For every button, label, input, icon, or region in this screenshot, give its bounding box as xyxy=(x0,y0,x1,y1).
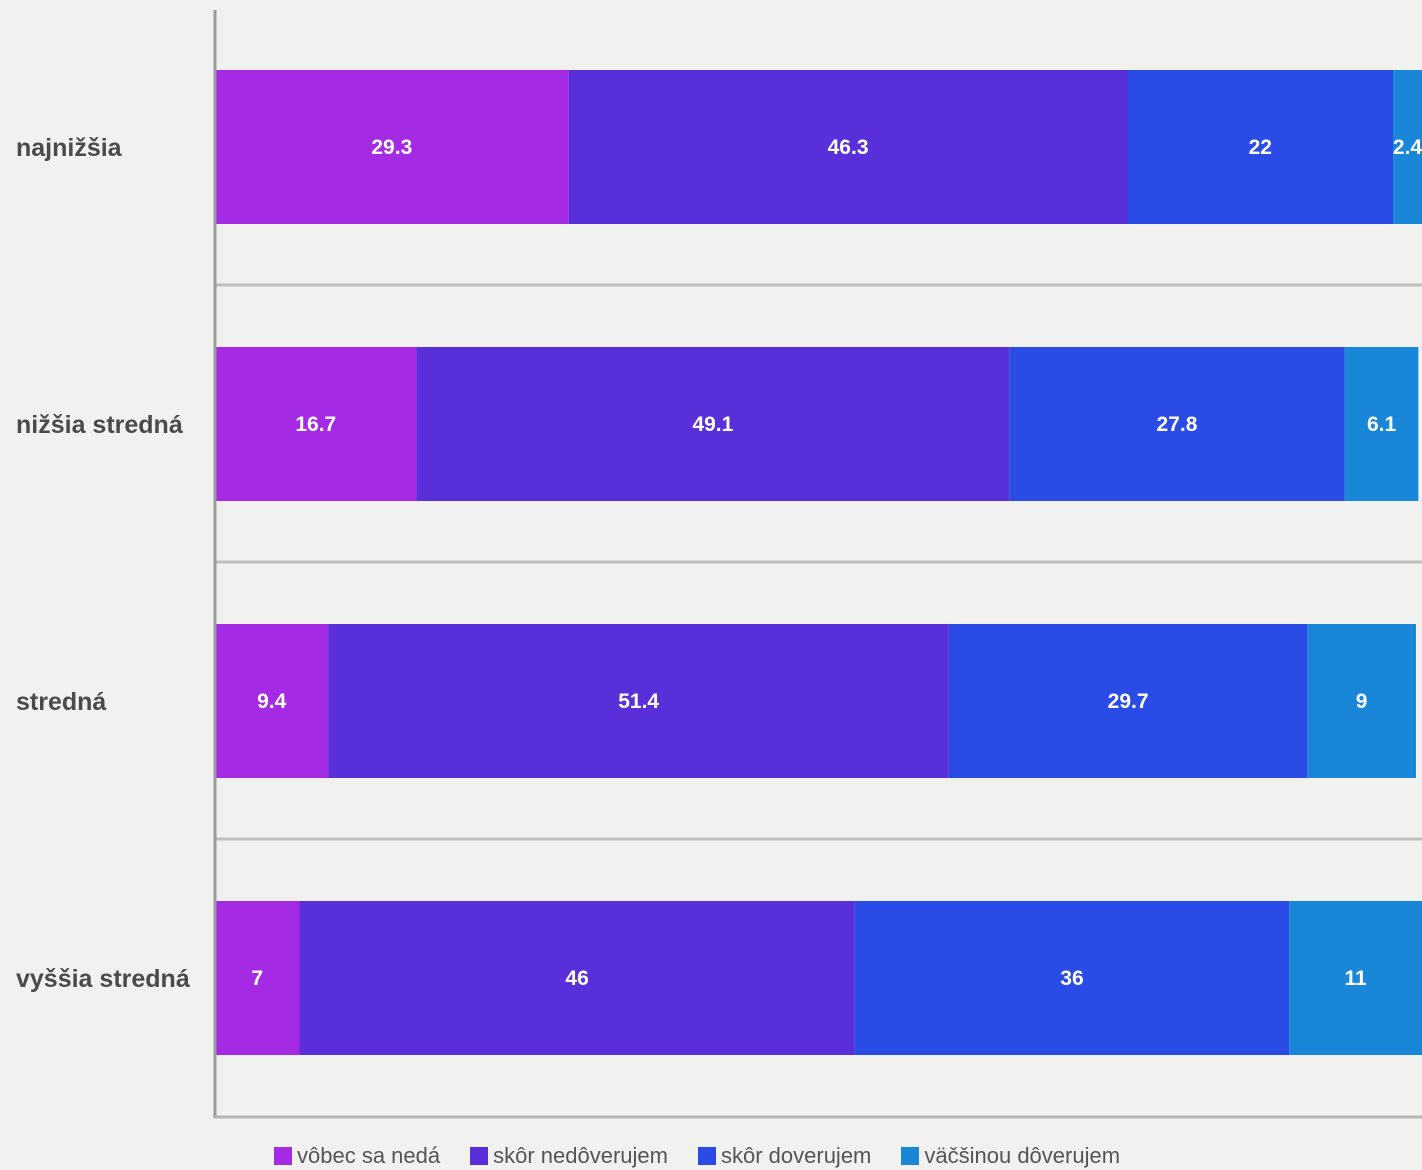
category-label: nižšia stredná xyxy=(16,411,183,439)
data-label: 7 xyxy=(251,967,263,990)
bar-segment[interactable] xyxy=(328,624,949,778)
grid-lines xyxy=(215,283,1422,841)
legend-swatch xyxy=(697,1147,716,1165)
legend-label: skôr doverujem xyxy=(720,1143,872,1168)
legend-swatch xyxy=(470,1147,489,1165)
data-label: 29.3 xyxy=(371,136,412,159)
data-label: 22 xyxy=(1249,136,1272,159)
bar-segment[interactable] xyxy=(215,624,329,778)
category-label: najnižšia xyxy=(16,134,123,162)
legend-swatch xyxy=(901,1147,920,1165)
bar-segment[interactable] xyxy=(1127,70,1394,224)
bar-segment[interactable] xyxy=(215,70,569,224)
legend-swatch xyxy=(274,1147,292,1165)
data-label: 11 xyxy=(1345,967,1368,990)
legend-item[interactable]: skôr nedôverujem xyxy=(470,1143,668,1169)
data-label: 46 xyxy=(565,967,588,990)
data-label: 2.4 xyxy=(1393,136,1422,159)
data-label: 46.3 xyxy=(828,136,869,159)
data-label: 9 xyxy=(1356,690,1368,713)
bar-segment[interactable] xyxy=(568,70,1128,224)
data-label: 29.7 xyxy=(1108,690,1149,713)
legend-item[interactable]: väčšinou dôverujem xyxy=(901,1143,1120,1169)
category-label: stredná xyxy=(16,688,106,716)
data-label: 6.1 xyxy=(1367,413,1397,436)
bar-segment[interactable] xyxy=(416,347,1010,501)
legend-label: vôbec sa nedá xyxy=(297,1143,441,1168)
data-label: 9.4 xyxy=(257,690,287,713)
data-label: 36 xyxy=(1060,967,1083,990)
data-label: 51.4 xyxy=(618,690,659,713)
legend-label: skôr nedôverujem xyxy=(493,1143,668,1168)
category-label: vyššia stredná xyxy=(16,965,190,993)
bar-segment[interactable] xyxy=(948,624,1308,778)
bar-segment[interactable] xyxy=(1289,901,1422,1055)
bar-segment[interactable] xyxy=(299,901,855,1055)
legend-label: väčšinou dôverujem xyxy=(924,1143,1121,1168)
bar-area xyxy=(215,70,1422,1055)
legend-item[interactable]: skôr doverujem xyxy=(697,1143,872,1169)
bar-segment[interactable] xyxy=(854,901,1290,1055)
bar-segment[interactable] xyxy=(1393,70,1422,224)
legend: vôbec sa nedá skôr nedôverujem skôr doveru… xyxy=(274,1143,1150,1169)
data-label: 27.8 xyxy=(1157,413,1198,436)
bar-segment[interactable] xyxy=(1344,347,1419,501)
bar-segment[interactable] xyxy=(1307,624,1416,778)
value-labels: 29.3 46.3 22 2.4 16.7 49.1 27.8 6.1 9.4 51.4 29.7 9… xyxy=(251,136,1422,990)
bar-segment[interactable] xyxy=(215,901,300,1055)
bar-segment[interactable] xyxy=(1009,347,1345,501)
data-label: 16.7 xyxy=(295,413,336,436)
data-label: 49.1 xyxy=(692,413,733,436)
bar-segment[interactable] xyxy=(215,347,417,501)
category-labels: najnižšia nižšia stredná stredná vyššia str… xyxy=(16,134,190,993)
legend-item[interactable]: vôbec sa nedá xyxy=(274,1143,440,1169)
